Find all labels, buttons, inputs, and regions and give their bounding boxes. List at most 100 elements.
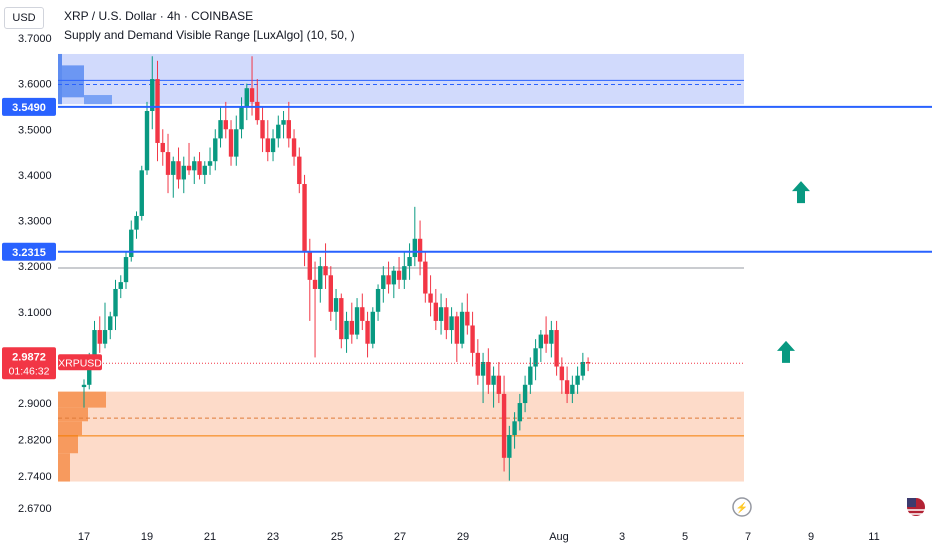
candle [375, 288, 381, 312]
price-level-label: 3.5490 [12, 102, 46, 114]
candle [360, 307, 365, 321]
candle [522, 384, 528, 404]
y-axis-tick-label: 2.6700 [18, 503, 52, 515]
candle [265, 138, 270, 153]
ticker-label: XRPUSD [58, 357, 102, 369]
demand-profile-bar [58, 391, 106, 408]
demand-zone [58, 391, 744, 482]
candle [333, 298, 339, 312]
candle [349, 320, 355, 335]
candle [501, 393, 507, 458]
candle [297, 156, 302, 185]
x-axis-tick-label: 29 [457, 531, 469, 543]
candle [412, 238, 418, 258]
candle [407, 257, 412, 267]
candle [202, 165, 207, 175]
candle [144, 111, 150, 171]
candle [213, 138, 218, 162]
x-axis-tick-label: 23 [267, 531, 279, 543]
candle [307, 252, 312, 280]
y-axis-tick-label: 3.5000 [18, 124, 52, 136]
ticker-label-bg [58, 354, 102, 371]
candle [454, 316, 460, 344]
x-axis-tick-label: 25 [331, 531, 343, 543]
candle [475, 352, 481, 376]
candle [486, 361, 491, 385]
demand-profile-bar [58, 407, 88, 422]
candle [438, 307, 444, 321]
candle [281, 120, 286, 125]
candle [234, 129, 239, 157]
candle [538, 334, 544, 349]
currency-button[interactable]: USD [4, 7, 44, 29]
y-axis-tick-label: 3.7000 [18, 33, 52, 45]
candle [444, 307, 449, 331]
indicator-legend[interactable]: Supply and Demand Visible Range [LuxAlgo… [64, 28, 355, 42]
y-axis-tick-label: 3.1000 [18, 307, 52, 319]
candle [207, 161, 213, 166]
candle [113, 288, 118, 317]
chart-symbol-title: XRP / U.S. Dollar · 4h · COINBASE [64, 9, 254, 23]
candle [318, 266, 323, 289]
current-price-label: 2.9872 [12, 351, 46, 363]
candle [244, 88, 249, 107]
candle [291, 138, 297, 157]
candle [108, 316, 113, 331]
up-arrow-icon [777, 340, 795, 363]
candle [575, 375, 580, 385]
x-axis-tick-label: 7 [745, 531, 751, 543]
candle [370, 311, 376, 344]
candle [81, 384, 87, 388]
candle [171, 161, 176, 175]
x-axis-tick-label: 3 [619, 531, 625, 543]
y-axis-tick-label: 2.8200 [18, 435, 52, 447]
candle [402, 266, 407, 280]
y-axis-tick-label: 3.2000 [18, 261, 52, 273]
candle [386, 275, 391, 285]
candle [554, 330, 559, 367]
candle [433, 302, 439, 321]
candle [150, 79, 155, 112]
replay-icon[interactable] [732, 497, 752, 517]
candle [97, 330, 102, 344]
candle [186, 165, 192, 171]
candle [517, 403, 523, 422]
supply-profile-bar [62, 65, 84, 98]
candle [491, 375, 496, 385]
candle-countdown: 01:46:32 [9, 365, 50, 377]
candle [129, 229, 134, 258]
candle [302, 184, 307, 253]
x-axis-tick-label: 11 [868, 531, 879, 543]
candle [528, 366, 533, 385]
supply-zone [58, 53, 744, 105]
candle [417, 238, 423, 262]
y-axis-tick-label: 2.7400 [18, 471, 52, 483]
candle [543, 334, 549, 344]
candle [181, 165, 186, 180]
candle [260, 120, 265, 139]
candle [276, 124, 281, 139]
demand-profile-bar [58, 421, 82, 435]
x-axis-tick-label: 21 [204, 531, 216, 543]
candle [354, 307, 360, 335]
candle [391, 270, 397, 285]
demand-profile-bar [58, 453, 70, 482]
candle [123, 257, 129, 283]
candle [139, 170, 144, 216]
y-axis-tick-label: 3.6000 [18, 79, 52, 91]
candle [270, 138, 276, 153]
candle [459, 311, 465, 344]
x-axis-tick-label: 9 [808, 531, 814, 543]
candle [92, 330, 97, 358]
candle [512, 421, 517, 435]
candle [564, 380, 570, 394]
candle [176, 161, 181, 180]
candle [197, 161, 202, 175]
candle [118, 282, 123, 289]
candle [223, 120, 228, 130]
supply-profile-bar [84, 95, 112, 105]
us-flag-canton [907, 498, 916, 507]
candle [470, 325, 475, 353]
price-label-bg [2, 97, 56, 116]
